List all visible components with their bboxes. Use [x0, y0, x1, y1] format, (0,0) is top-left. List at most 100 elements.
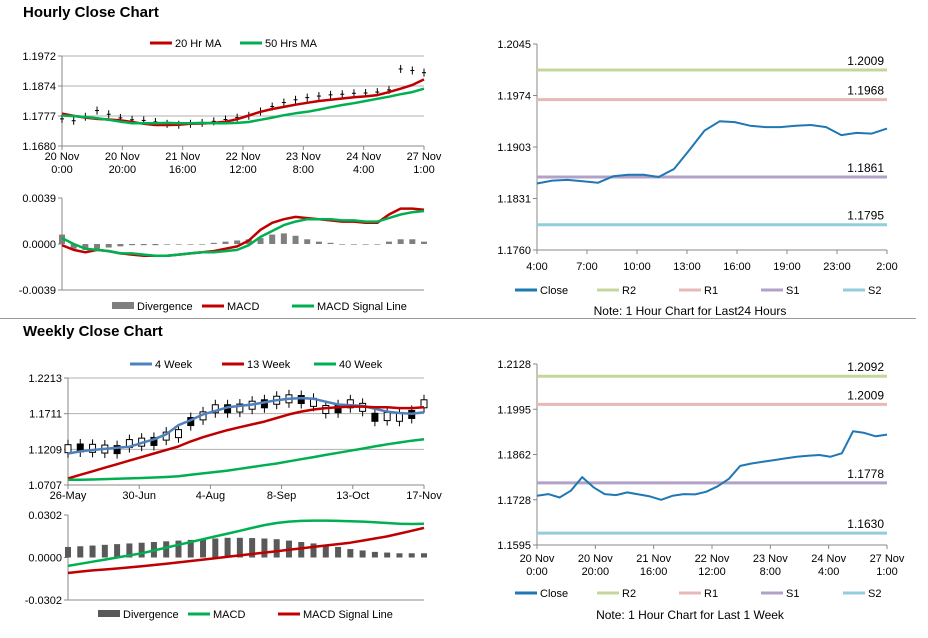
hourly-macd-divergence-bar — [175, 244, 182, 245]
hourly-macd-y-tick-label: -0.0039 — [19, 285, 56, 297]
weekly-macd-divergence-bar — [408, 553, 415, 558]
hourly-pivot-y-tick-label: 1.1831 — [497, 194, 531, 206]
hourly-macd-y-tick-label: 0.0000 — [22, 239, 56, 251]
weekly-pivot-legend-label: S1 — [786, 588, 799, 600]
hourly-pivot-x-tick-label: 16:00 — [723, 261, 751, 273]
hourly-ma-y-tick-label: 1.1777 — [22, 111, 56, 123]
hourly-section-title: Hourly Close Chart — [23, 4, 159, 21]
hourly-ma-x-tick-label: 20:00 — [109, 164, 137, 176]
weekly-pivot-level-label: 1.1630 — [847, 517, 884, 531]
hourly-ma-x-tick-label: 12:00 — [229, 164, 257, 176]
weekly-pivot-y-tick-label: 1.2128 — [497, 359, 531, 371]
hourly-macd-divergence-bar — [129, 244, 136, 246]
hourly-macd-divergence-bar — [292, 235, 299, 244]
weekly-pivot-y-tick-label: 1.1995 — [497, 404, 531, 416]
weekly-macd-divergence-bar — [371, 551, 378, 558]
hourly-pivot-x-tick-label: 2:00 — [876, 261, 897, 273]
weekly-pivot-level-label: 1.2092 — [847, 360, 884, 374]
weekly-macd-legend-swatch — [98, 610, 120, 617]
hourly-macd-divergence-bar — [164, 244, 171, 245]
hourly-ma-x-tick-label: 4:00 — [353, 164, 374, 176]
hourly-pivot-level-label: 1.1795 — [847, 209, 884, 223]
weekly-macd-divergence-bar — [261, 538, 268, 558]
weekly-macd-divergence-bar — [89, 545, 96, 558]
weekly-macd-legend-label: MACD Signal Line — [303, 609, 393, 621]
weekly-pivot-close-line — [536, 430, 888, 501]
weekly-macd-divergence-bar — [347, 549, 354, 558]
weekly-ma-y-tick-label: 1.1209 — [28, 444, 62, 456]
weekly-macd-divergence-bar — [138, 542, 145, 558]
weekly-ma-line — [67, 405, 425, 480]
hourly-macd-divergence-bar — [94, 244, 101, 249]
hourly-macd-divergence-bar — [339, 244, 346, 245]
weekly-candle-body — [236, 403, 244, 413]
hourly-ma-x-tick-label: 23 Nov — [286, 151, 321, 163]
hourly-macd-divergence-bar — [70, 244, 77, 249]
weekly-macd-divergence-bar — [273, 539, 280, 558]
weekly-ma-line — [67, 438, 425, 482]
hourly-ma-x-tick-label: 27 Nov — [407, 151, 442, 163]
weekly-pivot-legend-label: R1 — [704, 588, 718, 600]
weekly-pivot-level-label: 1.1778 — [847, 467, 884, 481]
weekly-pivot-y-tick-label: 1.1595 — [497, 540, 531, 552]
hourly-macd-divergence-bar — [350, 244, 357, 245]
hourly-pivot-x-tick-label: 19:00 — [773, 261, 801, 273]
hourly-ma-legend-label: 50 Hrs MA — [265, 38, 318, 50]
weekly-pivot-x-tick-label: 21 Nov — [636, 553, 671, 565]
hourly-ma-x-tick-label: 21 Nov — [165, 151, 200, 163]
weekly-macd-divergence-bar — [249, 538, 256, 558]
hourly-ma-x-tick-label: 20 Nov — [45, 151, 80, 163]
hourly-pivot-legend-label: R1 — [704, 285, 718, 297]
weekly-macd-divergence-bar — [236, 537, 243, 558]
weekly-macd-y-tick-label: 0.0000 — [28, 553, 62, 565]
hourly-pivot-legend-label: Close — [540, 285, 568, 297]
hourly-macd-divergence-bar — [362, 244, 369, 245]
hourly-macd-divergence-bar — [234, 240, 241, 244]
hourly-ma-y-tick-label: 1.1972 — [22, 51, 56, 63]
hourly-macd-divergence-bar — [397, 239, 404, 244]
weekly-macd-divergence-bar — [335, 546, 342, 558]
hourly-macd-divergence-bar — [280, 233, 287, 244]
weekly-macd-y-tick-label: 0.0302 — [28, 510, 62, 522]
weekly-ma-x-tick-label: 8-Sep — [267, 490, 296, 502]
weekly-ma-y-tick-label: 1.1711 — [29, 409, 62, 421]
weekly-pivot-x-tick-label: 0:00 — [526, 566, 547, 578]
weekly-macd-divergence-bar — [322, 544, 329, 558]
hourly-pivot-legend-label: R2 — [622, 285, 636, 297]
weekly-pivot-x-tick-label: 12:00 — [698, 566, 726, 578]
hourly-macd-divergence-bar — [222, 241, 229, 244]
weekly-ma-x-tick-label: 26-May — [50, 490, 87, 502]
hourly-macd-divergence-bar — [187, 244, 194, 245]
hourly-ma-x-tick-label: 24 Nov — [346, 151, 381, 163]
hourly-ma-y-tick-label: 1.1874 — [22, 81, 56, 93]
hourly-macd-signal-line — [61, 209, 425, 258]
weekly-candle-body — [395, 412, 403, 422]
hourly-pivot-close-line — [536, 120, 888, 185]
weekly-ma-legend-label: 40 Week — [339, 359, 383, 371]
hourly-pivot-x-tick-label: 4:00 — [526, 261, 547, 273]
weekly-pivot-level-label: 1.2009 — [847, 388, 884, 402]
hourly-ma-x-tick-label: 22 Nov — [226, 151, 261, 163]
weekly-macd-divergence-bar — [65, 546, 71, 558]
weekly-pivot-x-tick-label: 27 Nov — [870, 553, 905, 565]
weekly-macd-divergence-bar — [396, 553, 403, 558]
hourly-pivot-level-label: 1.1861 — [847, 161, 884, 175]
weekly-pivot-legend-label: R2 — [622, 588, 636, 600]
weekly-section-title: Weekly Close Chart — [23, 323, 163, 340]
hourly-macd-divergence-bar — [374, 244, 381, 245]
hourly-pivot-x-tick-label: 7:00 — [576, 261, 597, 273]
hourly-ma-x-tick-label: 1:00 — [413, 164, 434, 176]
weekly-pivot-legend-label: S2 — [868, 588, 881, 600]
hourly-macd-legend-label: Divergence — [137, 301, 193, 313]
hourly-macd-divergence-bar — [140, 244, 147, 246]
hourly-pivot-x-tick-label: 10:00 — [623, 261, 651, 273]
hourly-macd-divergence-bar — [385, 241, 392, 244]
hourly-pivot-y-tick-label: 1.2045 — [497, 39, 531, 51]
hourly-macd-divergence-bar — [257, 238, 264, 244]
hourly-macd-divergence-bar — [327, 242, 334, 244]
hourly-macd-divergence-bar — [117, 244, 124, 247]
hourly-pivot-note: Note: 1 Hour Chart for Last24 Hours — [594, 304, 787, 318]
hourly-ma-x-tick-label: 16:00 — [169, 164, 197, 176]
hourly-pivot-x-tick-label: 23:00 — [823, 261, 851, 273]
weekly-candle-body — [383, 412, 391, 422]
